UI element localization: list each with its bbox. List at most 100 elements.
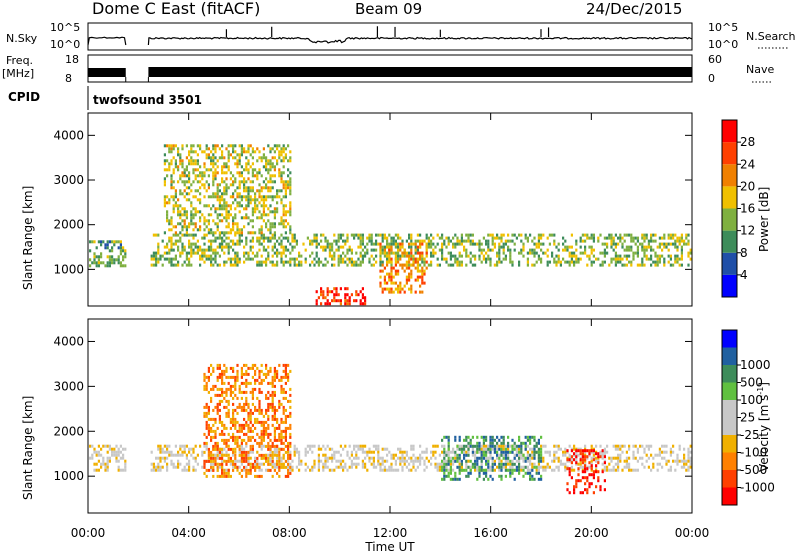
heatmap-cell [379,263,382,267]
heatmap-cell [221,381,224,385]
heatmap-cell [170,245,173,249]
heatmap-cell [201,236,204,240]
heatmap-cell [289,156,292,160]
heatmap-cell [489,263,492,267]
heatmap-cell [205,375,208,379]
heatmap-cell [568,458,571,462]
heatmap-cell [225,183,228,187]
heatmap-cell [641,263,644,267]
heatmap-cell [372,450,375,454]
heatmap-cell [370,233,373,237]
heatmap-cell [636,239,639,243]
heatmap-cell [122,453,125,457]
heatmap-cell [276,447,279,451]
heatmap-cell [669,254,672,258]
heatmap-cell [163,183,166,187]
heatmap-cell [553,456,556,460]
heatmap-cell [436,233,439,237]
heatmap-cell [216,453,219,457]
heatmap-cell [249,465,252,469]
heatmap-cell [196,198,199,202]
heatmap-cell [212,147,215,151]
heatmap-cell [251,402,254,406]
heatmap-cell [509,462,512,466]
heatmap-cell [243,260,246,264]
heatmap-cell [412,462,415,466]
heatmap-cell [205,254,208,258]
heatmap-cell [498,236,501,240]
heatmap-cell [291,239,294,243]
heatmap-cell [383,459,386,463]
heatmap-cell [267,447,270,451]
heatmap-cell [170,216,173,220]
heatmap-cell [278,236,281,240]
heatmap-cell [236,375,239,379]
heatmap-cell [509,251,512,255]
heatmap-cell [683,462,686,466]
heatmap-cell [214,236,217,240]
heatmap-cell [188,447,191,451]
heatmap-cell [243,372,246,376]
heatmap-cell [617,459,620,463]
heatmap-cell [513,441,516,445]
heatmap-cell [476,465,479,469]
heatmap-cell [419,269,422,273]
heatmap-cell [276,162,279,166]
heatmap-cell [584,251,587,255]
noise-line-segment-2 [147,36,693,46]
heatmap-cell [311,260,314,264]
heatmap-cell [632,254,635,258]
heatmap-cell [240,396,243,400]
heatmap-cell [452,242,455,246]
heatmap-cell [258,231,261,235]
heatmap-cell [337,245,340,249]
heatmap-cell [170,257,173,261]
heatmap-cell [271,474,274,478]
heatmap-cell [245,432,248,436]
heatmap-cell [227,438,230,442]
heatmap-cell [438,465,441,469]
heatmap-cell [100,240,103,244]
heatmap-cell [190,183,193,187]
heatmap-cell [260,186,263,190]
heatmap-cell [320,287,323,291]
heatmap-cell [482,236,485,240]
heatmap-cell [326,465,329,469]
heatmap-cell [271,162,274,166]
heatmap-cell [685,236,688,240]
heatmap-cell [179,231,182,235]
heatmap-cell [658,462,661,466]
heatmap-cell [493,263,496,267]
heatmap-cell [236,228,239,232]
heatmap-cell [487,447,490,451]
heatmap-cell [500,447,503,451]
heatmap-cell [284,231,287,235]
heatmap-cell [669,236,672,240]
heatmap-cell [287,447,290,451]
heatmap-cell [174,233,177,237]
heatmap-cell [449,477,452,481]
heatmap-cell [482,477,485,481]
heatmap-cell [529,477,532,481]
heatmap-cell [276,375,279,379]
heatmap-cell [469,242,472,246]
heatmap-cell [223,186,226,190]
heatmap-cell [397,468,400,472]
heatmap-cell [218,254,221,258]
heatmap-cell [287,186,290,190]
heatmap-cell [346,236,349,240]
heatmap-cell [353,260,356,264]
heatmap-cell [240,366,243,370]
heatmap-cell [533,263,536,267]
heatmap-cell [643,248,646,252]
heatmap-cell [232,228,235,232]
heatmap-cell [227,257,230,261]
heatmap-cell [364,450,367,454]
heatmap-cell [509,239,512,243]
heatmap-cell [467,459,470,463]
heatmap-cell [273,393,276,397]
heatmap-cell [194,162,197,166]
heatmap-cell [163,201,166,205]
heatmap-cell [485,456,488,460]
